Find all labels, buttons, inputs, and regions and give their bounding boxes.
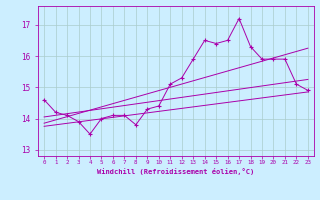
X-axis label: Windchill (Refroidissement éolien,°C): Windchill (Refroidissement éolien,°C) [97, 168, 255, 175]
